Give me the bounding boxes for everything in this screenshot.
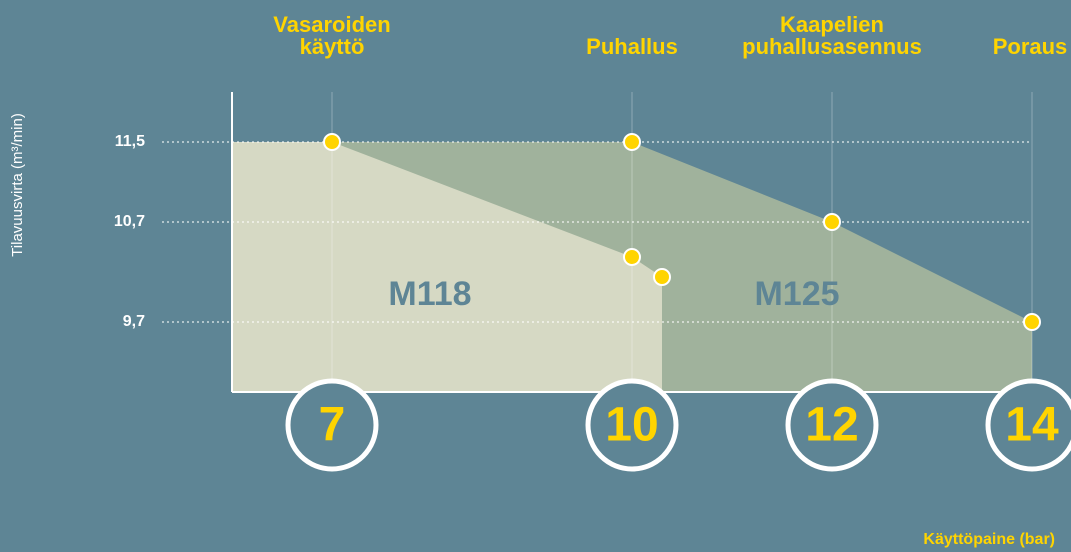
y-tick-label: 11,5 [115,133,145,150]
x-tick-label: 10 [605,399,658,452]
point [323,133,341,151]
annotation: puhallusasennus [742,34,922,59]
y-axis-label: Tilavuusvirta (m³/min) [9,113,26,257]
series-label: M125 [754,275,839,313]
point [623,248,641,266]
point [653,268,671,286]
point [1023,313,1041,331]
x-tick-circle [785,378,879,472]
x-tick-circle [985,378,1071,472]
x-tick-circle [285,378,379,472]
annotation: Vasaroiden [273,12,390,37]
annotation: Poraus [993,34,1068,59]
x-tick-label: 7 [319,399,346,452]
point [623,133,641,151]
annotation: Kaapelien [780,12,884,37]
y-tick-label: 9,7 [123,313,145,330]
x-axis-label: Käyttöpaine (bar) [923,531,1055,548]
x-tick-label: 14 [1005,399,1059,452]
annotation: käyttö [300,34,365,59]
y-tick-label: 10,7 [114,213,145,230]
area [232,142,662,392]
series-label: M118 [388,275,471,313]
point [823,213,841,231]
x-tick-circle [585,378,679,472]
annotation: Puhallus [586,34,678,59]
x-tick-label: 12 [805,399,858,452]
